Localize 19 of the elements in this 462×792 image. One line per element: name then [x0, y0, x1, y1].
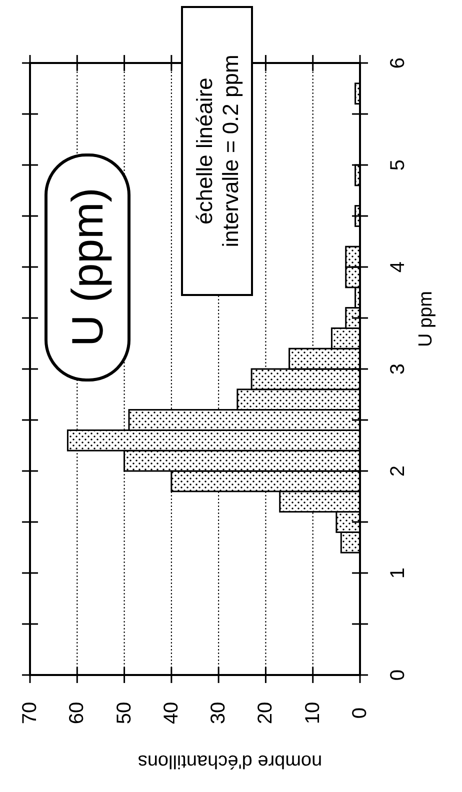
y-tick-label: 0 [387, 669, 409, 681]
y-tick-label: 2 [387, 465, 409, 477]
y-tick-label: 5 [387, 159, 409, 171]
x-tick-label: 20 [254, 702, 277, 724]
y-tick-label: 3 [387, 363, 409, 375]
x-tick-label: 60 [66, 702, 88, 724]
x-tick-label: 50 [113, 702, 136, 724]
x-tick-label: 10 [302, 702, 324, 724]
x-tick-label: 70 [19, 702, 41, 724]
x-tick-label: 30 [208, 702, 230, 724]
x-axis-title: nombre d'échantillons [138, 750, 322, 772]
annotation: échelle linéaire intervalle = 0.2 ppm [192, 54, 243, 248]
y-tick-label: 1 [387, 567, 409, 579]
y-tick-label: 4 [387, 261, 409, 273]
text: U (ppm) [64, 188, 112, 346]
x-tick-label: 0 [349, 707, 371, 719]
y-axis-title: U ppm [416, 291, 436, 347]
x-tick-label: 40 [160, 702, 182, 724]
y-tick-label: 6 [387, 57, 409, 69]
